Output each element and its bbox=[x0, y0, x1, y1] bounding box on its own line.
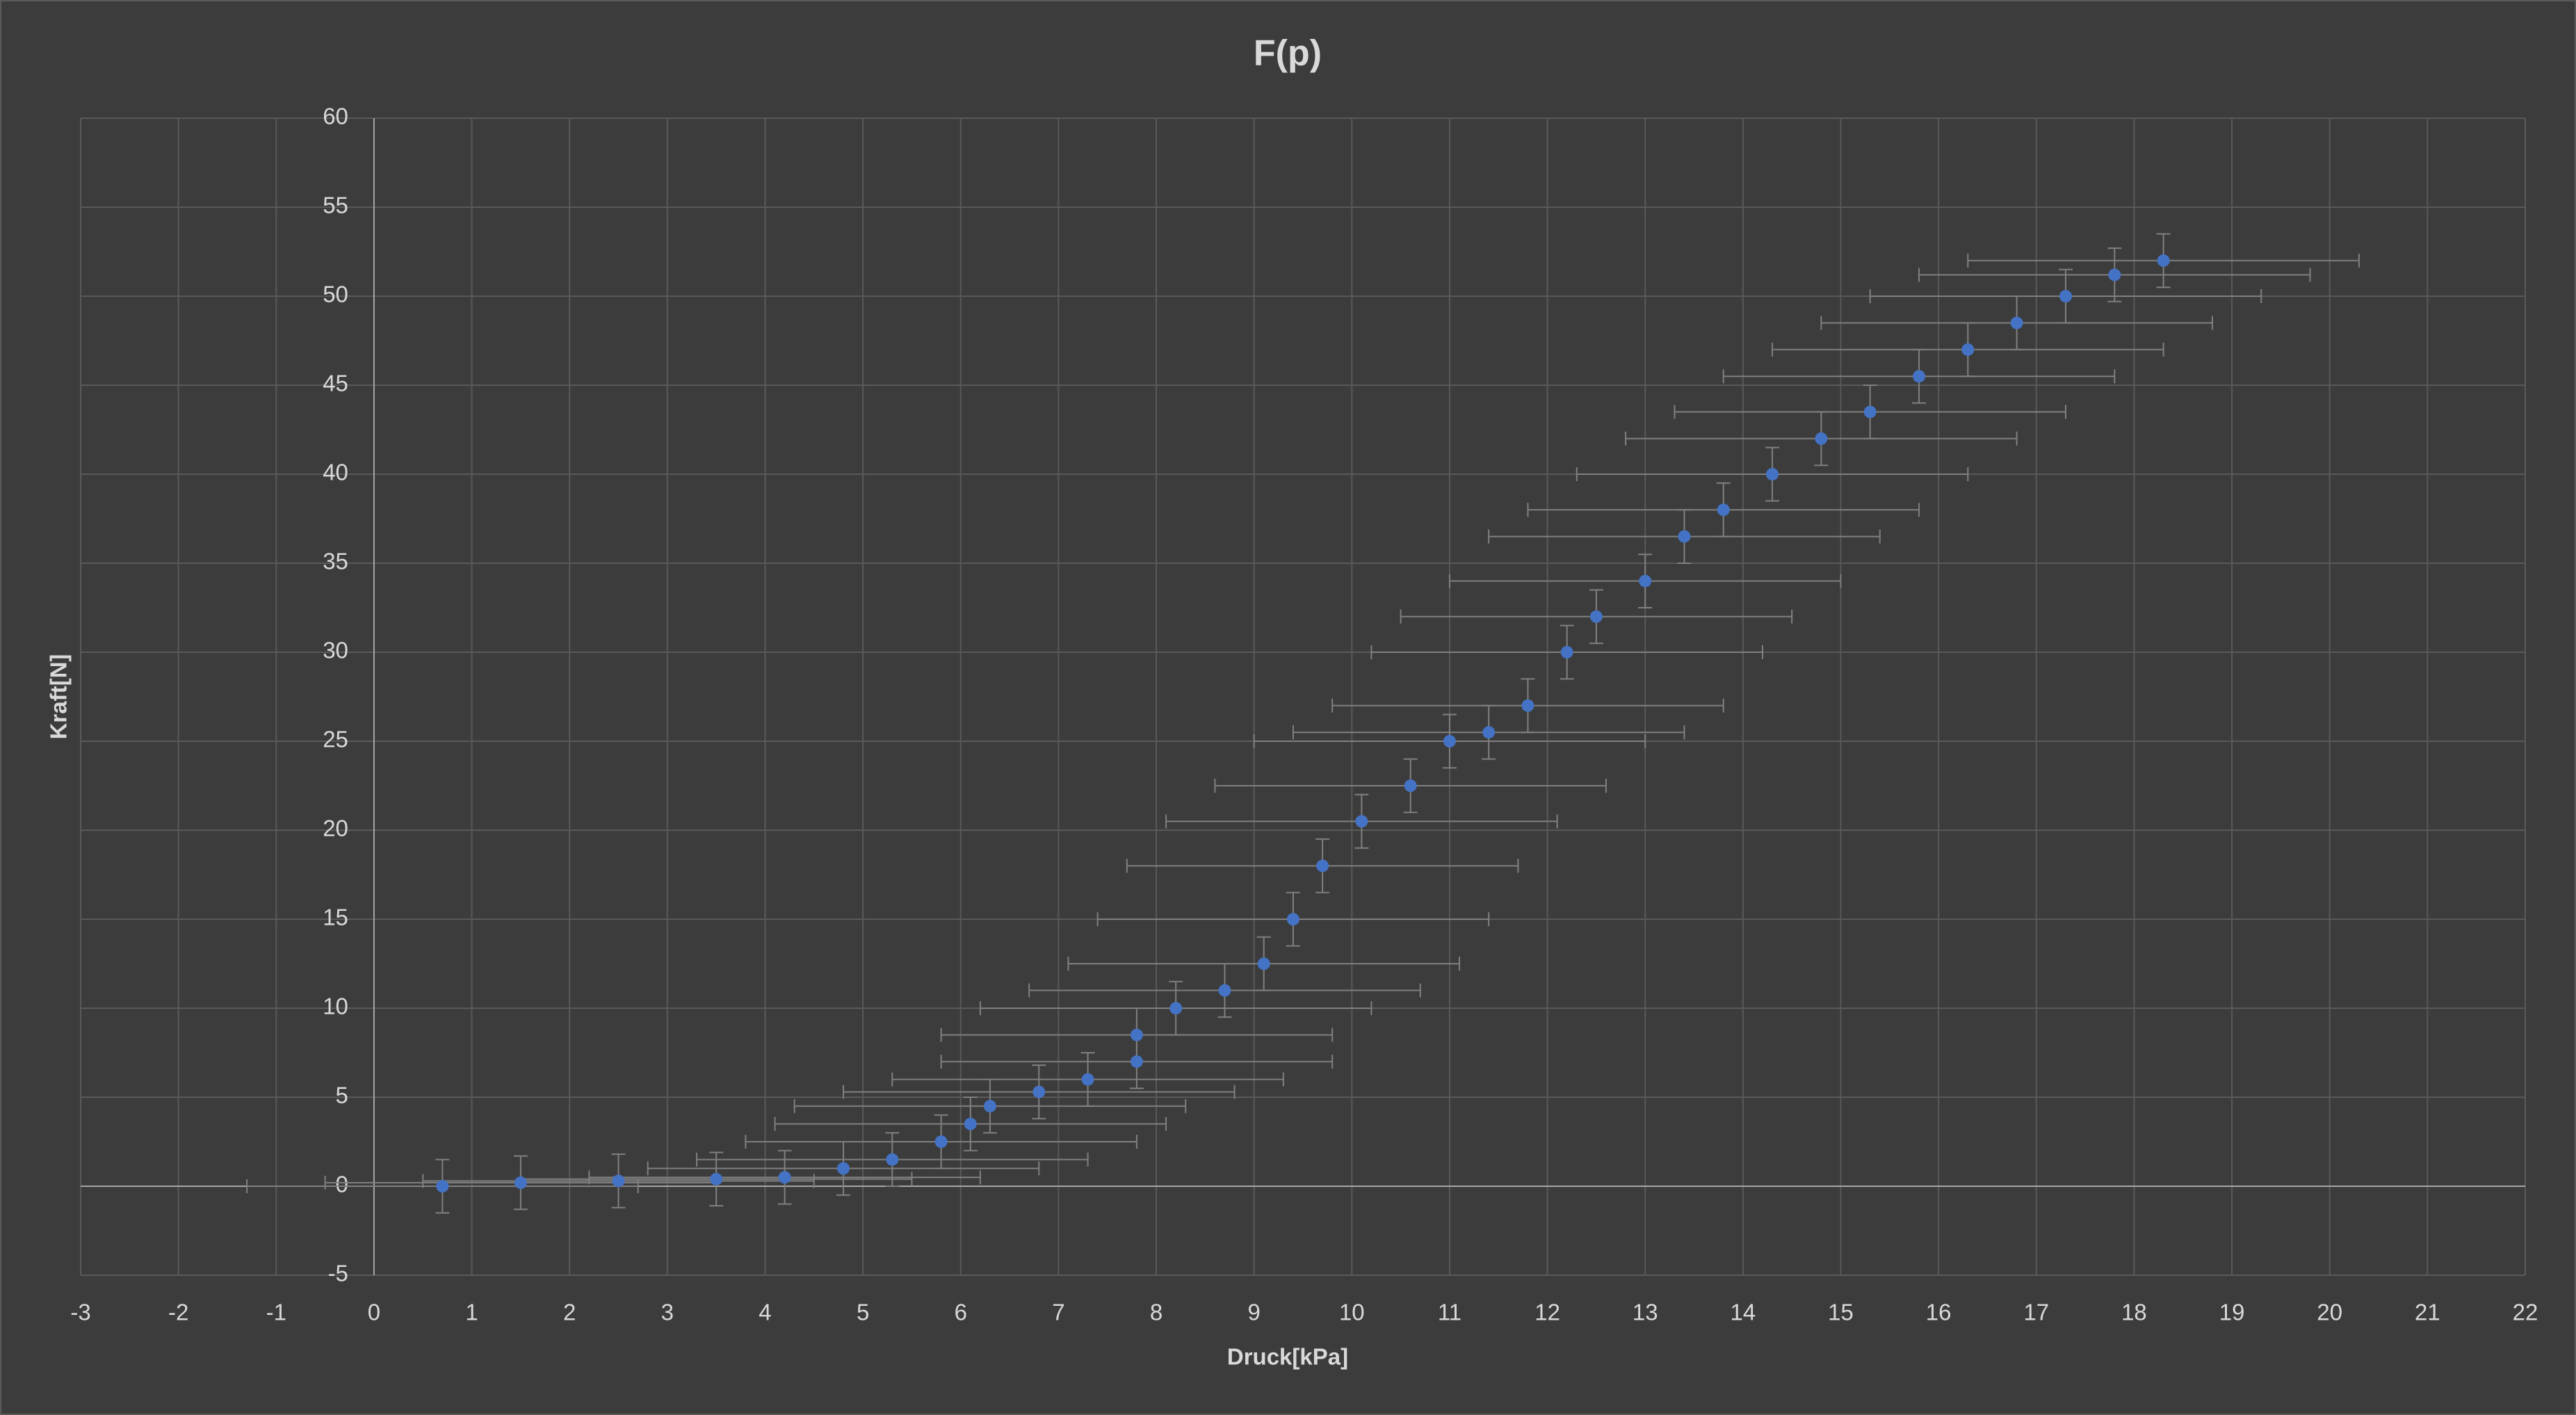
point bbox=[1316, 859, 1329, 873]
y-axis-title: Kraft[N] bbox=[46, 654, 72, 740]
point bbox=[1521, 699, 1534, 712]
point bbox=[1355, 815, 1368, 828]
y-tick-label: 50 bbox=[323, 282, 348, 307]
x-tick-label: -3 bbox=[70, 1300, 90, 1325]
x-tick-label: 11 bbox=[1438, 1300, 1461, 1325]
point bbox=[1766, 468, 1779, 480]
point bbox=[1717, 503, 1730, 517]
point bbox=[2010, 316, 2023, 330]
y-tick-label: 40 bbox=[323, 460, 348, 485]
x-tick-label: 14 bbox=[1731, 1300, 1756, 1325]
x-tick-label: 7 bbox=[1052, 1300, 1064, 1325]
x-tick-label: -1 bbox=[266, 1300, 286, 1325]
y-tick-label: 30 bbox=[323, 638, 348, 663]
point bbox=[964, 1117, 977, 1131]
point bbox=[1286, 913, 1299, 925]
y-tick-label: 5 bbox=[336, 1083, 348, 1108]
point bbox=[1130, 1055, 1143, 1068]
x-tick-label: 15 bbox=[1828, 1300, 1854, 1325]
point bbox=[1218, 984, 1231, 997]
y-tick-label: 20 bbox=[323, 816, 348, 841]
x-tick-label: 12 bbox=[1534, 1300, 1560, 1325]
point bbox=[1081, 1073, 1094, 1086]
x-tick-label: 19 bbox=[2219, 1300, 2245, 1325]
point bbox=[983, 1099, 996, 1113]
point bbox=[1032, 1085, 1046, 1099]
x-tick-label: 18 bbox=[2121, 1300, 2147, 1325]
point bbox=[436, 1180, 449, 1192]
x-tick-label: 8 bbox=[1150, 1300, 1163, 1325]
point bbox=[1560, 646, 1573, 658]
x-axis-title: Druck[kPa] bbox=[1227, 1344, 1348, 1370]
y-tick-label: 45 bbox=[323, 371, 348, 396]
x-tick-label: 3 bbox=[661, 1300, 674, 1325]
y-tick-label: 25 bbox=[323, 727, 348, 752]
x-tick-label: 22 bbox=[2513, 1300, 2538, 1325]
x-tick-label: 1 bbox=[465, 1300, 478, 1325]
point bbox=[1482, 726, 1496, 739]
x-tick-label: 13 bbox=[1633, 1300, 1658, 1325]
point bbox=[1404, 779, 1417, 792]
point bbox=[886, 1153, 899, 1166]
point bbox=[2059, 290, 2072, 302]
x-tick-label: 2 bbox=[563, 1300, 576, 1325]
x-tick-label: 0 bbox=[368, 1300, 380, 1325]
x-tick-label: 4 bbox=[759, 1300, 771, 1325]
point bbox=[514, 1176, 527, 1189]
point bbox=[1863, 405, 1877, 419]
y-tick-label: 55 bbox=[323, 193, 348, 218]
y-tick-label: 35 bbox=[323, 549, 348, 574]
x-tick-label: 5 bbox=[857, 1300, 869, 1325]
point bbox=[836, 1162, 850, 1175]
y-tick-label: 15 bbox=[323, 905, 348, 930]
point bbox=[1257, 957, 1270, 970]
x-tick-label: 20 bbox=[2317, 1300, 2342, 1325]
point bbox=[612, 1174, 625, 1188]
x-tick-label: -2 bbox=[168, 1300, 188, 1325]
point bbox=[1130, 1028, 1143, 1042]
chart-title: F(p) bbox=[1254, 33, 1322, 74]
point bbox=[934, 1135, 948, 1148]
point bbox=[2157, 254, 2170, 267]
point bbox=[1961, 343, 1975, 356]
point bbox=[1815, 432, 1828, 445]
y-tick-label: 60 bbox=[323, 104, 348, 129]
point bbox=[1678, 530, 1691, 543]
x-tick-label: 21 bbox=[2415, 1300, 2440, 1325]
point bbox=[1443, 735, 1456, 747]
point bbox=[1639, 574, 1652, 588]
point bbox=[710, 1172, 723, 1186]
x-tick-label: 6 bbox=[955, 1300, 967, 1325]
y-tick-label: -5 bbox=[328, 1261, 348, 1286]
point bbox=[2108, 268, 2121, 282]
x-tick-label: 17 bbox=[2023, 1300, 2049, 1325]
point bbox=[1913, 370, 1926, 383]
y-tick-label: 0 bbox=[336, 1172, 348, 1197]
point bbox=[778, 1171, 791, 1184]
y-tick-label: 10 bbox=[323, 994, 348, 1019]
x-tick-label: 16 bbox=[1926, 1300, 1952, 1325]
x-tick-label: 9 bbox=[1248, 1300, 1261, 1325]
point bbox=[1169, 1002, 1183, 1014]
x-tick-label: 10 bbox=[1339, 1300, 1365, 1325]
point bbox=[1589, 610, 1603, 623]
